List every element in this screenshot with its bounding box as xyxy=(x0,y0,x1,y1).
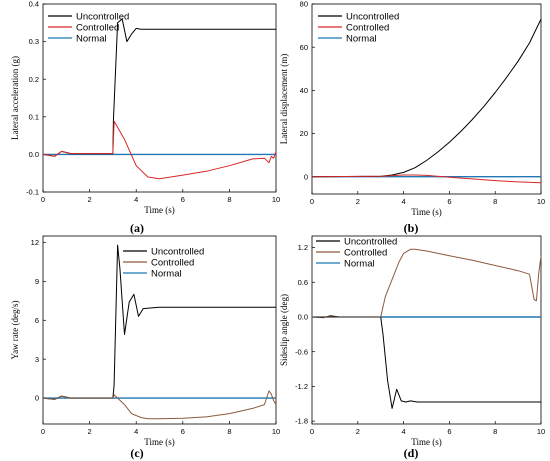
y-tick-label: 1.2 xyxy=(298,243,308,252)
x-tick-label: 6 xyxy=(447,197,451,206)
y-tick-label: 3 xyxy=(35,355,39,364)
y-tick-label: 40 xyxy=(300,86,308,95)
x-tick-label: 4 xyxy=(402,197,406,206)
y-tick-label: -0.6 xyxy=(295,347,308,356)
x-axis-label: Time (s) xyxy=(144,205,174,215)
x-tick-label: 8 xyxy=(227,427,231,436)
series-line-uncontrolled xyxy=(311,315,541,409)
y-tick-label: -0.1 xyxy=(26,188,39,197)
y-axis-label: Yaw rate (deg/s) xyxy=(10,300,20,359)
panel-caption: (d) xyxy=(404,446,419,460)
x-tick-label: 6 xyxy=(181,195,185,204)
y-tick-label: 20 xyxy=(300,129,308,138)
x-tick-label: 0 xyxy=(310,427,314,436)
series-line-uncontrolled xyxy=(311,18,542,178)
x-axis-label: Time (s) xyxy=(411,207,441,217)
x-tick-label: 10 xyxy=(537,427,545,436)
y-tick-label: 9 xyxy=(35,277,39,286)
x-tick-label: 0 xyxy=(310,197,314,206)
y-tick-label: 0.2 xyxy=(29,75,39,84)
plot-frame xyxy=(42,235,277,425)
legend-label-controlled: Controlled xyxy=(76,22,119,33)
y-tick-label: 0 xyxy=(35,394,39,403)
series-line-controlled xyxy=(42,390,277,420)
x-axis-label: Time (s) xyxy=(144,437,174,447)
y-axis-label: Lateral acceleration (g) xyxy=(10,56,20,140)
x-tick-label: 8 xyxy=(227,195,231,204)
y-tick-label: 0.0 xyxy=(29,150,39,159)
panel-d: 0 2 4 6 8 10 -1.8 -1.2 -0.6 0.0 0.6 1.2 Time (s) Side… xyxy=(279,235,545,460)
legend-label-controlled: Controlled xyxy=(346,22,389,33)
x-tick-label: 0 xyxy=(41,195,45,204)
panel-caption: (b) xyxy=(404,221,419,235)
x-tick-label: 4 xyxy=(134,427,138,436)
y-tick-label: 12 xyxy=(31,238,39,247)
x-tick-label: 10 xyxy=(272,427,280,436)
series-line-controlled xyxy=(311,174,542,184)
legend-label-uncontrolled: Uncontrolled xyxy=(151,246,204,257)
series-line-controlled xyxy=(312,248,542,318)
legend-label-controlled: Controlled xyxy=(151,257,194,268)
y-tick-label: 80 xyxy=(300,0,308,9)
panel-b: 0 2 4 6 8 10 0 20 40 60 80 Time (s) Lateral displace… xyxy=(279,0,545,235)
x-tick-label: 8 xyxy=(493,197,497,206)
legend-label-uncontrolled: Uncontrolled xyxy=(346,11,399,22)
y-axis-label: Lateral displacement (m) xyxy=(279,54,289,144)
y-tick-label: 0 xyxy=(304,172,308,181)
panel-c: 0 2 4 6 8 10 0 3 6 9 12 Time (s) Yaw rate (deg/s) Unc… xyxy=(10,235,280,460)
legend-label-normal: Normal xyxy=(151,268,182,279)
x-tick-label: 0 xyxy=(41,427,45,436)
y-tick-label: 6 xyxy=(35,316,39,325)
y-tick-label: -1.8 xyxy=(295,417,308,426)
y-tick-label: 0.3 xyxy=(29,37,39,46)
y-tick-label: 0.6 xyxy=(298,278,308,287)
legend-label-normal: Normal xyxy=(76,33,107,44)
y-tick-label: -1.2 xyxy=(295,382,308,391)
panel-a: 0 2 4 6 8 10 -0.1 0.0 0.1 0.2 0.3 0.4 Time (s) Latera… xyxy=(10,0,280,235)
y-tick-label: 0.1 xyxy=(29,112,39,121)
y-tick-label: 0.4 xyxy=(29,0,39,9)
x-tick-label: 2 xyxy=(356,197,360,206)
x-tick-label: 8 xyxy=(493,427,497,436)
y-tick-label: 0.0 xyxy=(298,313,308,322)
plot-frame xyxy=(311,3,542,195)
x-axis-label: Time (s) xyxy=(411,437,441,447)
legend-label-uncontrolled: Uncontrolled xyxy=(344,236,397,247)
x-tick-label: 6 xyxy=(181,427,185,436)
legend-label-controlled: Controlled xyxy=(344,247,387,258)
legend-label-uncontrolled: Uncontrolled xyxy=(76,11,129,22)
legend-label-normal: Normal xyxy=(344,258,375,269)
legend-label-normal: Normal xyxy=(346,33,377,44)
x-tick-label: 2 xyxy=(88,195,92,204)
x-tick-label: 6 xyxy=(447,427,451,436)
plot-frame xyxy=(42,3,277,193)
x-tick-label: 4 xyxy=(134,195,138,204)
y-tick-label: 60 xyxy=(300,43,308,52)
x-tick-label: 4 xyxy=(402,427,406,436)
x-tick-label: 10 xyxy=(537,197,545,206)
y-axis-label: Sideslip angle (deg) xyxy=(279,294,289,366)
panel-caption: (c) xyxy=(130,446,143,460)
panel-caption: (a) xyxy=(130,221,144,235)
plot-frame xyxy=(311,235,542,425)
x-tick-label: 10 xyxy=(272,195,280,204)
x-tick-label: 2 xyxy=(356,427,360,436)
series-line-controlled xyxy=(42,120,277,180)
x-tick-label: 2 xyxy=(88,427,92,436)
